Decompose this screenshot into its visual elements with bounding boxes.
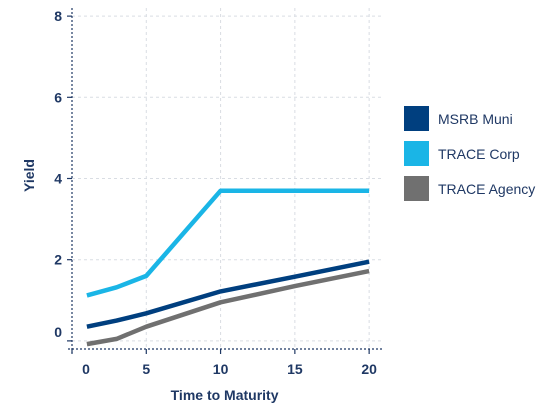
legend-label-trace-corp: TRACE Corp (438, 146, 520, 162)
legend-label-msrb-muni: MSRB Muni (438, 111, 513, 127)
grid (72, 8, 384, 349)
y-tick-label: 6 (54, 89, 62, 105)
x-tick-label: 5 (142, 361, 150, 377)
legend-swatch-trace-corp (404, 141, 429, 166)
y-tick-label: 4 (54, 171, 62, 187)
series-lines (86, 188, 370, 347)
y-tick-label: 8 (54, 8, 62, 24)
series-line-msrb-muni (86, 259, 370, 329)
legend: MSRB Muni TRACE Corp TRACE Agency (404, 106, 535, 201)
series-line-trace-agency (86, 268, 370, 347)
tick-labels: 0 5 10 15 20 0 2 4 6 8 (54, 8, 377, 377)
legend-label-trace-agency: TRACE Agency (438, 181, 535, 197)
x-axis-title: Time to Maturity (171, 387, 279, 403)
legend-swatch-trace-agency (404, 176, 429, 201)
axes (68, 8, 384, 353)
y-axis-title: Yield (21, 159, 37, 192)
y-tick-label: 0 (54, 324, 62, 340)
x-tick-label: 20 (361, 361, 377, 377)
y-tick-label: 2 (54, 252, 62, 268)
legend-swatch-msrb-muni (404, 106, 429, 131)
x-tick-label: 10 (213, 361, 229, 377)
x-tick-label: 0 (82, 361, 90, 377)
x-tick-label: 15 (287, 361, 303, 377)
series-line-trace-corp (86, 188, 370, 298)
